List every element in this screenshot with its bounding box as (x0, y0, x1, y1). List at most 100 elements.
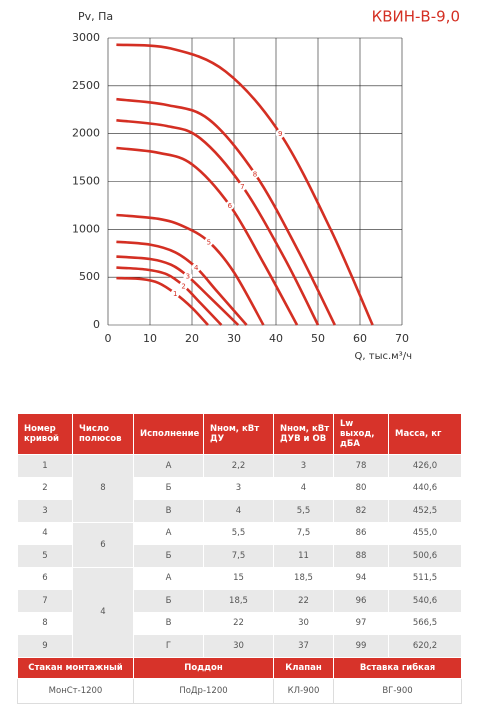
cell: 3 (17, 499, 73, 523)
curve-label: 9 (278, 130, 282, 138)
cell: 4 (203, 499, 274, 523)
cell: 22 (203, 611, 274, 635)
x-tick-label: 70 (395, 332, 409, 345)
x-tick-label: 30 (227, 332, 241, 345)
cell: 8 (17, 611, 73, 635)
x-axis-label: Q, тыс.м³/ч (355, 351, 412, 362)
curve (116, 146, 299, 326)
cell: 30 (203, 634, 274, 658)
curve-label-bg (179, 281, 189, 291)
x-tick-label: 50 (311, 332, 325, 345)
curve (116, 43, 374, 326)
cell: 566,5 (388, 611, 462, 635)
cell: 94 (333, 566, 389, 590)
table-row: 4 6 А 5,5 7,5 86 455,0 (17, 521, 462, 568)
curve (116, 213, 265, 326)
accessory-value-row: МонСт-1200 ПоДр-1200 КЛ-900 ВГ-900 (17, 677, 462, 704)
curve-label-bg (275, 129, 285, 139)
cell: 18,5 (273, 566, 334, 590)
column-header: Номер кривой (17, 413, 73, 455)
cell: 30 (273, 611, 334, 635)
column-header: Число полюсов (72, 413, 134, 455)
curve-label: 5 (207, 238, 211, 246)
y-tick-label: 1000 (72, 222, 100, 235)
accessory-header-row: Стакан монтажный Поддон Клапан Вставка гибк… (17, 656, 462, 679)
cell: 6 (17, 566, 73, 590)
cell: 4 (273, 476, 334, 500)
cell: 6 (72, 521, 134, 568)
cell: Б (133, 589, 204, 613)
accessory-header: Клапан (273, 656, 334, 679)
cell: 15 (203, 566, 274, 590)
y-tick-label: 2500 (72, 79, 100, 92)
curve-label: 2 (181, 282, 185, 290)
cell: 426,0 (388, 454, 462, 478)
cell: Б (133, 476, 204, 500)
cell: 4 (17, 521, 73, 545)
cell: 1 (17, 454, 73, 478)
curve-label-bg (170, 288, 180, 298)
curve (116, 118, 320, 326)
cell: 540,6 (388, 589, 462, 613)
cell: 452,5 (388, 499, 462, 523)
cell: 37 (273, 634, 334, 658)
cell: 3 (273, 454, 334, 478)
curve-label-bg (237, 181, 247, 191)
cell: 500,6 (388, 544, 462, 568)
header-row: Номер кривой Число полюсов Исполнение Nном,… (17, 413, 462, 455)
chart-title: КВИН-В-9,0 (372, 8, 460, 26)
cell: В (133, 499, 204, 523)
cell: 11 (273, 544, 334, 568)
curve-label-bg (204, 237, 214, 247)
curve-label: 3 (186, 273, 190, 281)
cell: 8 (72, 454, 134, 523)
cell: 82 (333, 499, 389, 523)
cell: 5 (17, 544, 73, 568)
cell: 9 (17, 634, 73, 658)
curve-label-bg (225, 200, 235, 210)
curve-label: 7 (240, 183, 244, 191)
x-tick-label: 0 (105, 332, 112, 345)
accessory-value: ВГ-900 (333, 677, 462, 704)
cell: Б (133, 544, 204, 568)
accessory-header: Стакан монтажный (17, 656, 134, 679)
cell: 511,5 (388, 566, 462, 590)
cell: 3 (203, 476, 274, 500)
cell: 7 (17, 589, 73, 613)
accessory-header: Поддон (133, 656, 274, 679)
x-tick-label: 40 (269, 332, 283, 345)
curve (116, 97, 336, 326)
cell: 78 (333, 454, 389, 478)
curve-label-bg (250, 169, 260, 179)
cell: 80 (333, 476, 389, 500)
accessory-header: Вставка гибкая (333, 656, 462, 679)
cell: 620,2 (388, 634, 462, 658)
table-row: 1 8 А 2,2 3 78 426,0 (17, 454, 462, 523)
cell: 455,0 (388, 521, 462, 545)
curve-label: 8 (253, 170, 257, 178)
x-tick-label: 20 (185, 332, 199, 345)
curve (116, 276, 209, 326)
cell: 99 (333, 634, 389, 658)
accessory-value: КЛ-900 (273, 677, 334, 704)
column-header: Lw выход, дБА (333, 413, 389, 455)
cell: А (133, 521, 204, 545)
curve-label-bg (183, 271, 193, 281)
y-tick-label: 0 (93, 318, 100, 331)
cell: В (133, 611, 204, 635)
cell: 7,5 (273, 521, 334, 545)
curve-label: 1 (173, 290, 177, 298)
y-tick-label: 1500 (72, 175, 100, 188)
cell: 4 (72, 566, 134, 658)
y-tick-label: 3000 (72, 31, 100, 44)
y-axis-label: Pv, Па (78, 10, 113, 23)
cell: А (133, 566, 204, 590)
x-tick-label: 60 (353, 332, 367, 345)
curve (116, 255, 240, 326)
accessory-value: ПоДр-1200 (133, 677, 274, 704)
table-row: 9 Г 30 37 99 620,2 (17, 634, 462, 658)
chart: Pv, Па КВИН-В-9,0 Q, тыс.м³/ч 0500100015… (72, 8, 460, 363)
column-header: Масса, кг (388, 413, 462, 455)
cell: 22 (273, 589, 334, 613)
cell: 440,6 (388, 476, 462, 500)
